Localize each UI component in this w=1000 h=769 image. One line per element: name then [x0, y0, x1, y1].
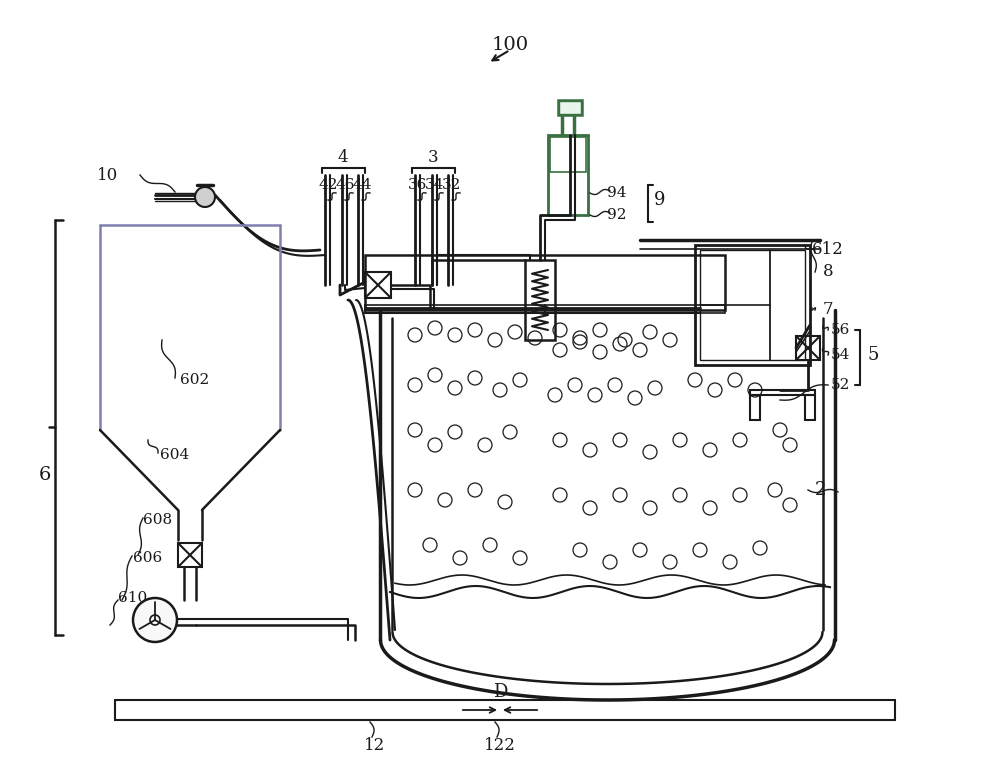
Text: 8: 8 [823, 264, 833, 281]
Bar [365, 255, 725, 310]
Bar [558, 100, 582, 115]
Circle shape [133, 598, 177, 642]
Text: 606: 606 [133, 551, 163, 565]
Text: 32: 32 [442, 178, 462, 192]
Text: 100: 100 [491, 36, 529, 54]
Text: 122: 122 [484, 737, 516, 754]
Bar [695, 245, 810, 365]
Text: D: D [493, 683, 507, 701]
Text: 54: 54 [830, 348, 850, 362]
Text: 7: 7 [823, 301, 833, 318]
Text: 608: 608 [143, 513, 173, 527]
Text: 56: 56 [830, 323, 850, 337]
Bar [178, 543, 202, 567]
Bar [559, 101, 581, 114]
Text: 6: 6 [39, 466, 51, 484]
Text: 42: 42 [318, 178, 338, 192]
Text: 9: 9 [654, 191, 666, 209]
Bar [796, 336, 820, 360]
Text: 5: 5 [867, 346, 879, 364]
Text: 34: 34 [425, 178, 445, 192]
Text: 44: 44 [352, 178, 372, 192]
Bar [545, 305, 725, 313]
Text: 94: 94 [607, 186, 627, 200]
Bar [700, 250, 805, 360]
Text: 612: 612 [812, 241, 844, 258]
Circle shape [195, 187, 215, 207]
Text: 602: 602 [180, 373, 210, 387]
Text: 52: 52 [830, 378, 850, 392]
Text: 10: 10 [97, 167, 119, 184]
Text: 604: 604 [160, 448, 190, 462]
Bar [115, 700, 895, 720]
Text: 4: 4 [338, 149, 348, 167]
Bar [550, 137, 586, 172]
Bar [525, 260, 555, 340]
Text: 92: 92 [607, 208, 627, 222]
Text: 36: 36 [408, 178, 428, 192]
Text: 3: 3 [428, 149, 438, 167]
Bar [750, 395, 760, 420]
Text: 610: 610 [118, 591, 148, 605]
Text: 2: 2 [814, 481, 826, 499]
Text: 12: 12 [364, 737, 386, 754]
Text: 46: 46 [335, 178, 355, 192]
Bar [365, 305, 545, 313]
Bar [365, 272, 391, 298]
Bar [805, 395, 815, 420]
Bar [548, 135, 588, 215]
Bar [750, 390, 815, 395]
